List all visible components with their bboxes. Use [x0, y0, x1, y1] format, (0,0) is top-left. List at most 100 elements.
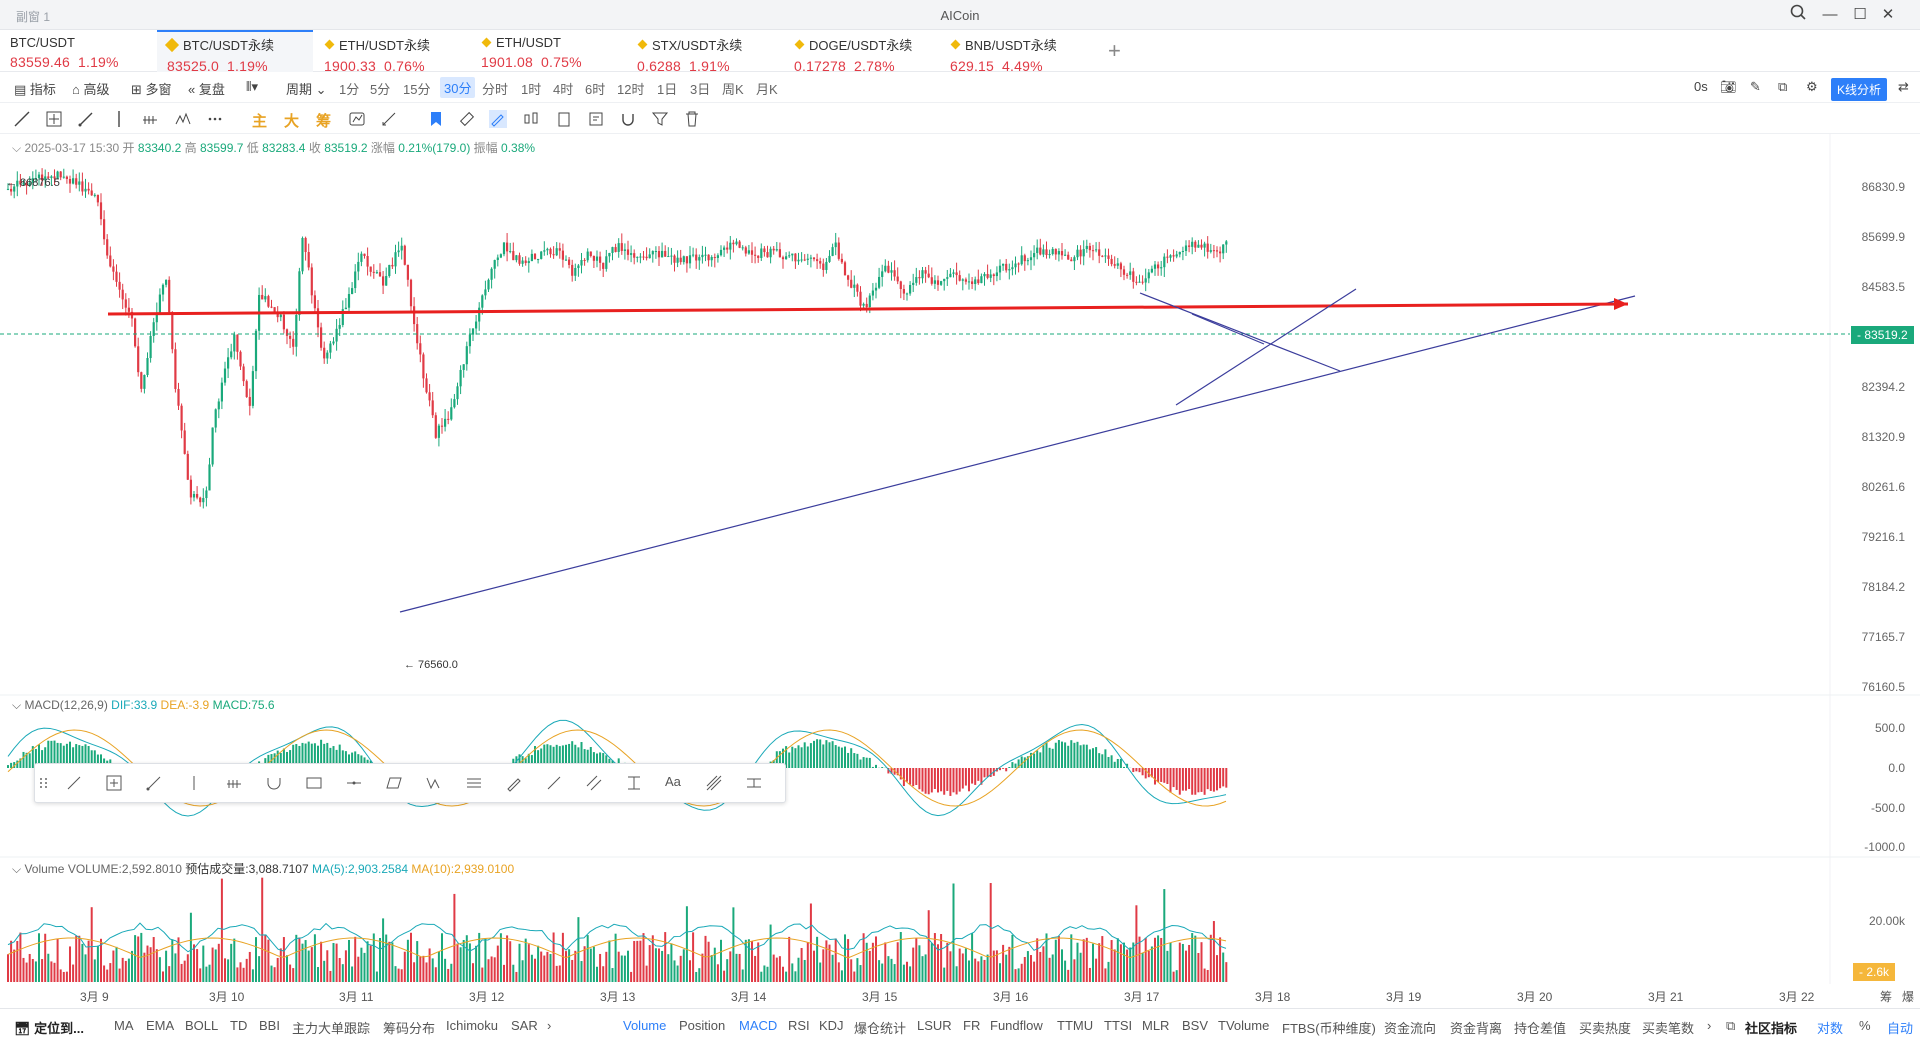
- note-icon[interactable]: [587, 110, 607, 130]
- text-span-tool-icon[interactable]: [625, 774, 645, 794]
- pen-icon[interactable]: ✎: [1750, 79, 1761, 94]
- ray-tool-icon[interactable]: [77, 110, 97, 130]
- ind-mlr[interactable]: MLR: [1142, 1018, 1170, 1033]
- ind-position-diff[interactable]: 持仓差值: [1514, 1021, 1567, 1036]
- period-30m[interactable]: 30分: [440, 77, 476, 98]
- period-week[interactable]: 周K: [722, 82, 744, 97]
- ind-ma[interactable]: MA: [114, 1018, 134, 1033]
- chevron-right-icon[interactable]: ›: [1707, 1018, 1712, 1033]
- channel-tool-icon[interactable]: [141, 110, 161, 130]
- ind-sar[interactable]: SAR: [511, 1018, 538, 1033]
- tab-bnb-usdt-perp[interactable]: BNB/USDT永续 629.15 4.49%: [940, 30, 1096, 74]
- advanced-button[interactable]: ⌂ 高级: [72, 82, 110, 97]
- main-force-button[interactable]: 主: [252, 113, 268, 130]
- collapse-icon[interactable]: ⌵: [12, 698, 22, 712]
- share-icon[interactable]: ⇄: [1898, 79, 1909, 94]
- indicator-overlay-icon[interactable]: [348, 110, 368, 130]
- fib-lines-tool-icon[interactable]: [465, 774, 485, 794]
- tab-btc-usdt-perp[interactable]: BTC/USDT永续 83525.0 1.19%: [157, 30, 313, 74]
- ind-macd[interactable]: MACD: [739, 1018, 778, 1033]
- vertical-line-tool-icon[interactable]: [110, 110, 130, 130]
- drag-handle-icon[interactable]: [35, 774, 47, 794]
- period-dropdown[interactable]: 周期 ⌄: [286, 82, 327, 97]
- filter-icon[interactable]: [651, 110, 671, 130]
- popout-icon[interactable]: ⧉: [1726, 1018, 1736, 1033]
- wave-pattern-tool-icon[interactable]: [425, 774, 445, 794]
- period-3d[interactable]: 3日: [690, 82, 711, 97]
- ind-ttmu[interactable]: TTMU: [1057, 1018, 1094, 1033]
- settings-icon[interactable]: ⚙: [1806, 79, 1818, 94]
- candlestick-icon[interactable]: [522, 110, 542, 130]
- kline-analysis-button[interactable]: K线分析: [1831, 78, 1888, 101]
- multiwin-button[interactable]: ⊞ 多窗: [131, 82, 172, 97]
- draw-mode-icon[interactable]: [489, 110, 509, 130]
- ind-td[interactable]: TD: [230, 1018, 248, 1033]
- horizontal-ray-tool-icon[interactable]: [345, 774, 365, 794]
- kline-chart[interactable]: [0, 134, 1920, 984]
- ind-fund-flow-cn[interactable]: 资金流向: [1384, 1021, 1437, 1036]
- ind-position[interactable]: Position: [679, 1018, 726, 1033]
- text-tool-icon[interactable]: Aa: [665, 774, 681, 789]
- period-4h[interactable]: 4时: [553, 82, 574, 97]
- segment-tool-icon[interactable]: [65, 774, 85, 794]
- tab-stx-usdt-perp[interactable]: STX/USDT永续 0.6288 1.91%: [627, 30, 783, 74]
- popout-icon[interactable]: ⧉: [1778, 79, 1788, 94]
- auto-scale-toggle[interactable]: 自动: [1887, 1021, 1914, 1036]
- log-scale-toggle[interactable]: 对数: [1817, 1021, 1844, 1036]
- period-1h[interactable]: 1时: [521, 82, 542, 97]
- rectangle-tool-icon[interactable]: [305, 774, 325, 794]
- tab-doge-usdt-perp[interactable]: DOGE/USDT永续 0.17278 2.78%: [784, 30, 940, 74]
- ind-tvolume[interactable]: TVolume: [1218, 1018, 1270, 1033]
- ind-kdj[interactable]: KDJ: [819, 1018, 844, 1033]
- ind-ttsi[interactable]: TTSI: [1104, 1018, 1133, 1033]
- close-icon[interactable]: ✕: [1881, 6, 1895, 23]
- ind-boll[interactable]: BOLL: [185, 1018, 219, 1033]
- collapse-icon[interactable]: ⌵: [12, 862, 22, 876]
- parallel-channel-tool-icon[interactable]: [585, 774, 605, 794]
- period-15m[interactable]: 15分: [403, 82, 431, 97]
- wave-tool-icon[interactable]: [174, 110, 194, 130]
- tab-btc-usdt[interactable]: BTC/USDT 83559.46 1.19%: [0, 30, 156, 72]
- arc-tool-icon[interactable]: [265, 774, 285, 794]
- parallelogram-tool-icon[interactable]: [385, 774, 405, 794]
- measure-tool-icon[interactable]: [380, 110, 400, 130]
- channel-tool-icon[interactable]: [225, 774, 245, 794]
- period-1d[interactable]: 1日: [657, 82, 678, 97]
- tab-eth-usdt[interactable]: ETH/USDT 1901.08 0.75%: [471, 30, 627, 72]
- magnet-icon[interactable]: [619, 110, 639, 130]
- ind-buy-sell-count[interactable]: 买卖笔数: [1642, 1021, 1695, 1036]
- line-tool-icon[interactable]: [545, 774, 565, 794]
- ind-bsv[interactable]: BSV: [1182, 1018, 1209, 1033]
- community-indicators-button[interactable]: 社区指标: [1745, 1021, 1798, 1036]
- period-6h[interactable]: 6时: [585, 82, 606, 97]
- clipboard-icon[interactable]: [555, 110, 575, 130]
- period-12h[interactable]: 12时: [617, 82, 645, 97]
- rect-cross-tool-icon[interactable]: [105, 774, 125, 794]
- collapse-icon[interactable]: ⌵: [12, 141, 22, 155]
- locate-button[interactable]: 📅︎ 定位到...: [14, 1021, 84, 1036]
- ind-fundflow[interactable]: Fundflow: [990, 1018, 1043, 1033]
- ind-buy-sell-heat[interactable]: 买卖热度: [1579, 1021, 1632, 1036]
- search-icon[interactable]: [1784, 3, 1812, 27]
- ind-volume[interactable]: Volume: [623, 1018, 667, 1033]
- big-order-button[interactable]: 大: [284, 113, 300, 130]
- vertical-line-tool-icon[interactable]: [185, 774, 205, 794]
- ray-tool-icon[interactable]: [145, 774, 165, 794]
- gann-tool-icon[interactable]: [705, 774, 725, 794]
- ind-main-force[interactable]: 主力大单跟踪: [292, 1021, 371, 1036]
- ind-liquidation[interactable]: 爆仓统计: [854, 1021, 907, 1036]
- minimize-icon[interactable]: —: [1822, 6, 1838, 23]
- indicators-button[interactable]: ▤ 指标: [14, 82, 56, 97]
- trendline-tool-icon[interactable]: [13, 110, 33, 130]
- bookmark-icon[interactable]: [427, 110, 447, 130]
- trash-icon[interactable]: [683, 110, 703, 130]
- brush-tool-icon[interactable]: [505, 774, 525, 794]
- add-tab-button[interactable]: +: [1108, 38, 1121, 63]
- ruler-icon[interactable]: [458, 110, 478, 130]
- ind-fund-divergence[interactable]: 资金背离: [1450, 1021, 1503, 1036]
- crosshair-tool-icon[interactable]: [45, 110, 65, 130]
- chip-toggle[interactable]: 筹: [1880, 990, 1893, 1004]
- ind-ftbs[interactable]: FTBS(币种维度): [1282, 1021, 1376, 1036]
- period-5m[interactable]: 5分: [370, 82, 391, 97]
- ind-fr[interactable]: FR: [963, 1018, 981, 1033]
